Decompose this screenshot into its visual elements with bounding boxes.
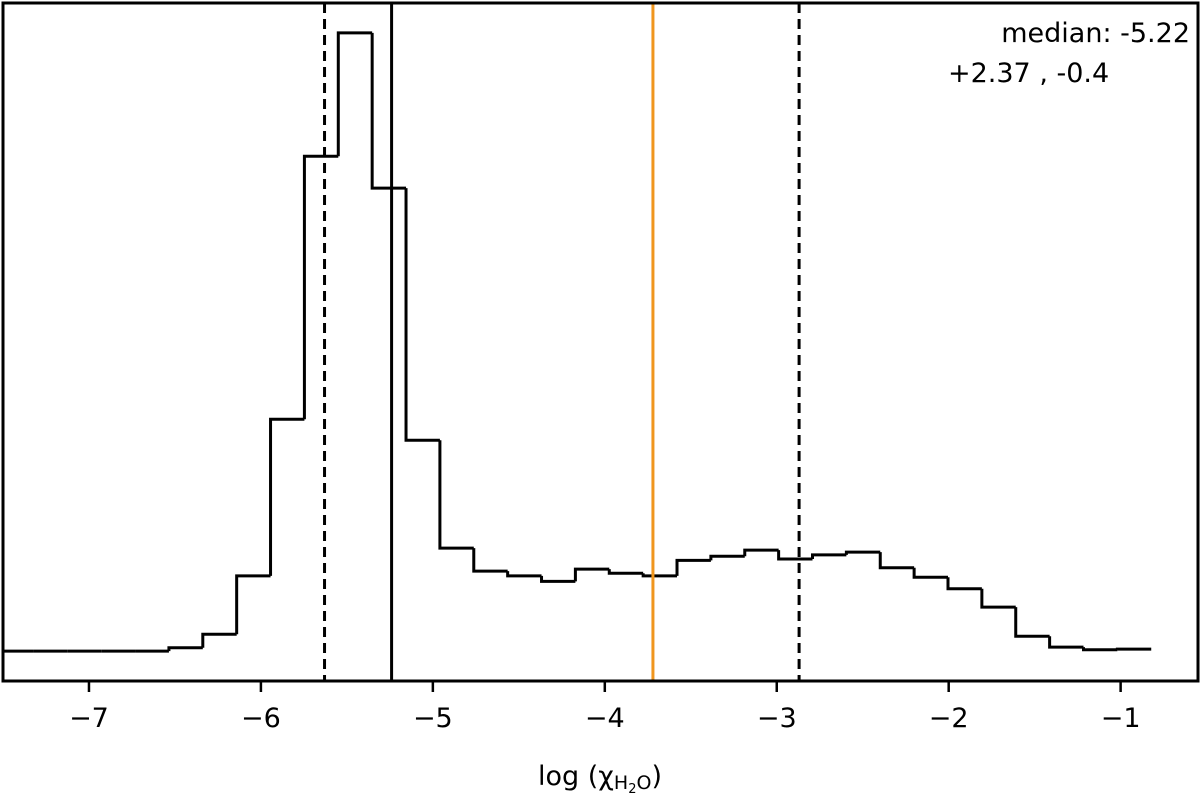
plot-area — [3, 3, 1152, 681]
histogram-bin — [1048, 636, 1084, 649]
histogram-bin — [844, 550, 881, 555]
x-tick-label: −2 — [929, 703, 969, 734]
histogram-bin — [1081, 647, 1118, 652]
histogram-bin — [641, 573, 678, 578]
axes-frame — [1, 1, 1200, 683]
annotation: median: -5.22 — [1001, 18, 1190, 49]
histogram-bin — [607, 569, 644, 575]
x-label-part: log (χ — [538, 761, 614, 792]
histogram-bin — [1014, 607, 1050, 638]
histogram-bin — [878, 552, 915, 570]
x-label-part: ) — [651, 761, 662, 792]
histogram-bin — [269, 417, 305, 576]
histogram-bin — [370, 32, 407, 190]
histogram-bin — [1115, 647, 1152, 651]
histogram-bin — [167, 646, 203, 652]
histogram-bin — [912, 567, 948, 579]
annotation: +2.37 , -0.4 — [948, 58, 1109, 89]
histogram-bin — [235, 574, 271, 635]
histogram-bin — [743, 548, 779, 557]
x-label-part: O — [636, 772, 651, 794]
histogram-bin — [540, 575, 576, 583]
histogram-bin — [980, 588, 1016, 609]
x-axis-label: log (χH2O) — [538, 761, 662, 797]
x-tick-label: −5 — [413, 703, 453, 734]
histogram-bin — [404, 188, 440, 442]
histogram-bin — [438, 440, 474, 550]
histogram-bin — [201, 632, 237, 648]
x-tick-label: −1 — [1101, 703, 1141, 734]
histogram-bin — [573, 567, 610, 582]
x-label-part: H — [614, 772, 628, 794]
x-label-part: 2 — [628, 782, 636, 797]
histogram-bin — [472, 548, 508, 573]
histogram-bin — [302, 154, 339, 420]
x-tick-label: −4 — [585, 703, 625, 734]
histogram-bin — [777, 550, 813, 561]
x-tick-label: −7 — [69, 703, 109, 734]
histogram-bin — [336, 31, 373, 157]
x-tick-label: −3 — [757, 703, 797, 734]
x-tick-label: −6 — [241, 703, 281, 734]
histogram-bin — [946, 577, 982, 591]
histogram-bin — [675, 558, 711, 576]
histogram-bin — [709, 554, 745, 561]
histogram-bin — [811, 553, 847, 559]
histogram-bin — [506, 571, 542, 578]
